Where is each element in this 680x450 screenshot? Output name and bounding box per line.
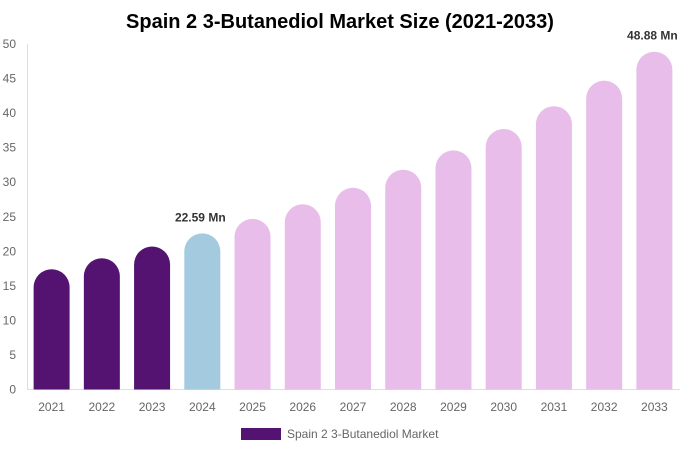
y-tick-label: 5: [9, 348, 16, 362]
x-tick-label: 2032: [591, 400, 618, 414]
y-tick-label: 15: [3, 279, 17, 293]
bar-2025[interactable]: [234, 218, 271, 390]
y-tick-label: 50: [3, 37, 17, 51]
y-tick-label: 30: [3, 175, 17, 189]
y-tick-label: 20: [3, 244, 17, 258]
bar-2021[interactable]: [33, 269, 70, 390]
bar-2024[interactable]: [184, 233, 221, 390]
x-tick-label: 2025: [239, 400, 266, 414]
legend[interactable]: Spain 2 3-Butanediol Market: [241, 427, 439, 441]
legend-label: Spain 2 3-Butanediol Market: [287, 427, 439, 441]
bar-2028[interactable]: [385, 169, 422, 390]
y-tick-label: 45: [3, 72, 17, 86]
bar-2032[interactable]: [586, 80, 623, 390]
y-tick-label: 40: [3, 106, 17, 120]
x-tick-label: 2026: [289, 400, 316, 414]
bar-2027[interactable]: [335, 187, 371, 390]
y-tick-label: 10: [3, 313, 17, 327]
bar-2033[interactable]: [636, 51, 673, 390]
x-tick-label: 2029: [440, 400, 467, 414]
x-tick-label: 2033: [641, 400, 668, 414]
x-tick-label: 2031: [541, 400, 568, 414]
legend-swatch: [241, 428, 281, 440]
data-label: 48.88 Mn: [627, 29, 678, 43]
y-tick-label: 25: [3, 210, 17, 224]
x-tick-label: 2023: [139, 400, 166, 414]
bar-2022[interactable]: [83, 258, 120, 390]
x-tick-label: 2022: [88, 400, 115, 414]
bar-2026[interactable]: [284, 204, 321, 390]
y-tick-label: 0: [9, 383, 16, 397]
bar-2031[interactable]: [535, 106, 572, 390]
x-tick-label: 2027: [340, 400, 367, 414]
chart-title: Spain 2 3-Butanediol Market Size (2021-2…: [126, 11, 554, 33]
x-tick-label: 2028: [390, 400, 417, 414]
x-tick-label: 2021: [38, 400, 65, 414]
x-tick-label: 2030: [490, 400, 517, 414]
bar-2030[interactable]: [485, 128, 522, 390]
data-label: 22.59 Mn: [175, 210, 226, 224]
x-tick-label: 2024: [189, 400, 216, 414]
bar-2023[interactable]: [134, 246, 171, 390]
y-tick-label: 35: [3, 141, 17, 155]
bar-2029[interactable]: [435, 150, 472, 390]
